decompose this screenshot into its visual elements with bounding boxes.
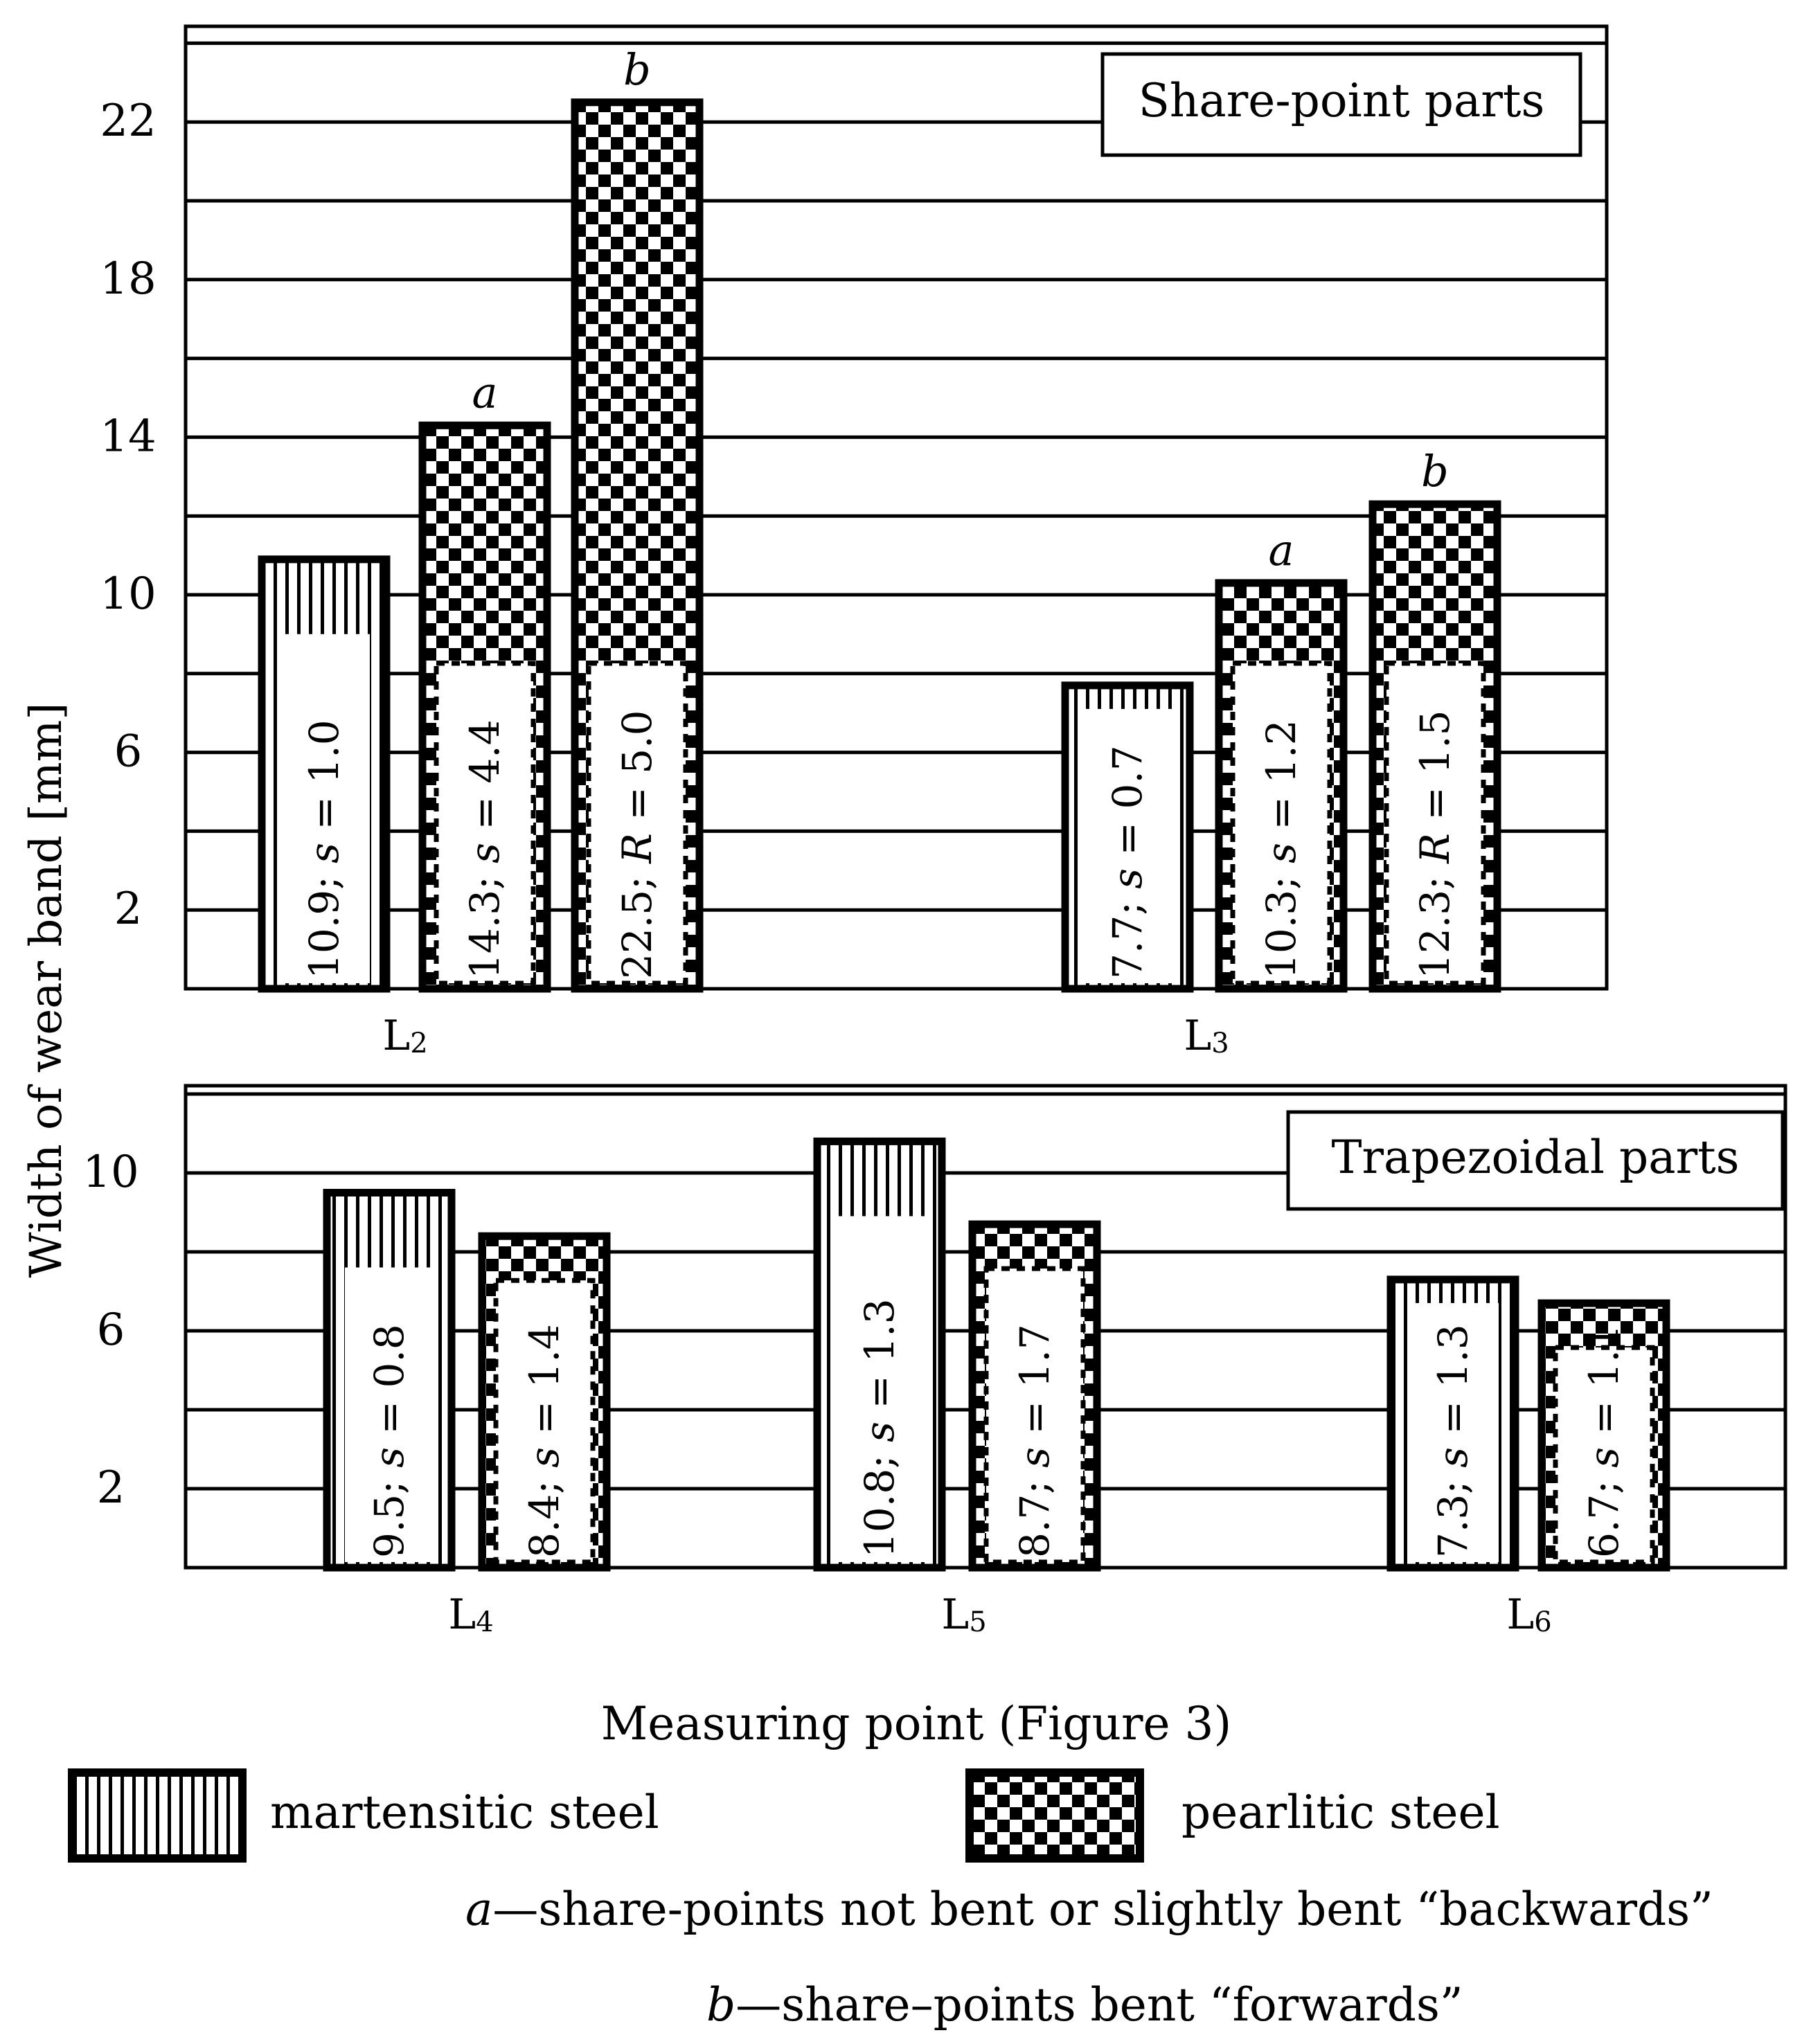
bar-pearlitic: 6.7; s = 1.1 — [1537, 1299, 1670, 1572]
bar-pearlitic: 12.3; R = 1.5 b — [1368, 446, 1501, 993]
y-tick-label: 10 — [100, 568, 156, 620]
bottom-panel: 9.5; s = 0.8 8.4; s = 1.4 10.8; s = 1.3 8.7… — [82, 1084, 1787, 1639]
bar-label-panel — [1230, 661, 1332, 986]
bottom-y-tick-labels: 2 6 10 — [82, 1147, 139, 1514]
bar-value-label: 8.4; s = 1.4 — [521, 1324, 568, 1558]
bar-label-panel — [983, 1266, 1086, 1565]
y-tick-label: 22 — [100, 96, 156, 147]
bar-martensitic: 7.7; s = 0.7 — [1061, 681, 1194, 993]
bar-label-panel — [835, 1216, 925, 1562]
top-plot-frame — [184, 24, 1609, 991]
y-tick-label: 14 — [100, 411, 156, 462]
bar-martensitic: 10.8; s = 1.3 — [813, 1137, 946, 1572]
bar-marker-label: a — [472, 367, 498, 418]
legend-note-a: a—share-points not bent or slightly bent… — [465, 1883, 1713, 1936]
note-b-text: —share–points bent “forwards” — [735, 1978, 1463, 2032]
bottom-title-box — [1286, 1110, 1785, 1211]
category-label: L4 — [448, 1590, 493, 1639]
bar-value-label: 7.3; s = 1.3 — [1429, 1324, 1476, 1558]
bar-value-label: 8.7; s = 1.7 — [1011, 1324, 1058, 1558]
legend-pearlitic-swatch — [965, 1768, 1144, 1863]
bar-label-panel — [493, 1278, 596, 1565]
bottom-category-labels: L4 L5 L6 — [448, 1590, 1551, 1639]
note-a-text: —share-points not bent or slightly bent … — [492, 1883, 1713, 1936]
bar-value-label: 9.5; s = 0.8 — [366, 1324, 413, 1558]
bar-pearlitic: 8.4; s = 1.4 — [478, 1232, 611, 1572]
legend-note-b: b—share–points bent “forwards” — [706, 1978, 1463, 2032]
category-label: L5 — [941, 1590, 986, 1639]
bar-pearlitic: 8.7; s = 1.7 — [968, 1220, 1101, 1572]
y-tick-label: 10 — [82, 1147, 139, 1198]
bar-martensitic: 9.5; s = 0.8 — [323, 1189, 456, 1572]
bar-value-label: 6.7; s = 1.1 — [1580, 1324, 1627, 1558]
bottom-plot-frame — [184, 1084, 1787, 1570]
bar-marker-label: b — [1421, 446, 1449, 496]
bar-label-panel — [345, 1267, 435, 1562]
top-panel-title: Share-point parts — [1139, 74, 1545, 127]
bottom-bars: 9.5; s = 0.8 8.4; s = 1.4 10.8; s = 1.3 8.7… — [323, 1137, 1670, 1572]
legend-martensitic-label: martensitic steel — [270, 1786, 659, 1839]
legend-martensitic-swatch — [68, 1768, 247, 1863]
bar-value-label: 10.3; s = 1.2 — [1258, 719, 1305, 979]
bottom-panel-title: Trapezoidal parts — [1331, 1131, 1739, 1184]
legend-pearlitic-label: pearlitic steel — [1181, 1786, 1500, 1839]
note-a-marker: a — [465, 1883, 492, 1936]
bar-value-label: 14.3; s = 4.4 — [461, 719, 508, 979]
top-category-labels: L2 L3 — [382, 1012, 1229, 1060]
bar-value-label: 10.8; s = 1.3 — [856, 1298, 903, 1558]
bar-martensitic: 10.9; s = 1.0 — [258, 555, 391, 993]
legend: martensitic steel pearlitic steel a—shar… — [68, 1768, 1713, 2032]
bar-marker-label: a — [1269, 525, 1294, 575]
y-tick-label: 2 — [97, 1462, 125, 1514]
y-tick-label: 6 — [97, 1305, 125, 1356]
bar-label-panel — [434, 661, 536, 986]
category-label: L2 — [382, 1012, 427, 1060]
bar-value-label: 7.7; s = 0.7 — [1104, 745, 1151, 979]
y-tick-label: 2 — [114, 884, 143, 935]
top-panel: 10.9; s = 1.0 14.3; s = 4.4 a 22.5; R = 5.0… — [100, 24, 1609, 1060]
y-axis-label: Width of wear band [mm] — [21, 703, 72, 1278]
top-title-box — [1100, 52, 1582, 157]
note-b-marker: b — [706, 1978, 735, 2032]
bar-label-panel — [1553, 1345, 1655, 1565]
y-tick-label: 18 — [100, 253, 156, 305]
bar-marker-label: b — [623, 44, 651, 95]
category-label: L3 — [1184, 1012, 1229, 1060]
bar-label-panel — [1083, 708, 1173, 983]
top-bars: 10.9; s = 1.0 14.3; s = 4.4 a 22.5; R = 5.0… — [258, 44, 1501, 993]
bar-pearlitic: 14.3; s = 4.4 a — [418, 367, 551, 993]
bar-label-panel — [1384, 661, 1486, 986]
top-y-tick-labels: 2 6 10 14 18 22 — [100, 96, 156, 935]
bar-label-panel — [280, 634, 370, 983]
bar-label-panel — [586, 661, 688, 986]
bar-pearlitic: 10.3; s = 1.2 a — [1215, 525, 1348, 993]
bar-value-label: 12.3; R = 1.5 — [1411, 710, 1458, 979]
y-tick-label: 6 — [114, 726, 143, 778]
x-axis-label: Measuring point (Figure 3) — [601, 1697, 1232, 1750]
bar-martensitic: 7.3; s = 1.3 — [1386, 1275, 1519, 1572]
bar-value-label: 22.5; R = 5.0 — [614, 710, 661, 979]
bar-value-label: 10.9; s = 1.0 — [301, 719, 348, 979]
bar-pearlitic: 22.5; R = 5.0 b — [571, 44, 704, 993]
bar-label-panel — [1409, 1302, 1499, 1562]
category-label: L6 — [1506, 1590, 1551, 1639]
